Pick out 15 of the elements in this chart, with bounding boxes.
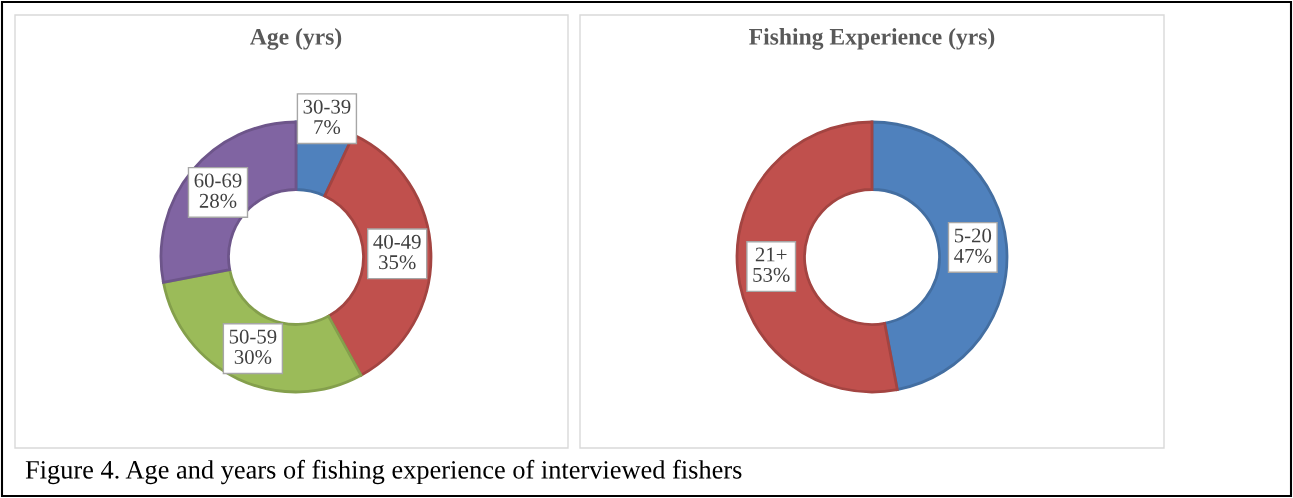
data-label: 53% xyxy=(753,267,790,282)
slice-label: 21+ xyxy=(755,247,787,262)
caption: Figure 4. Age and years of fishing experience of interviewed fishers xyxy=(25,459,742,485)
chart-title: Fishing Experience (yrs) xyxy=(749,28,995,50)
data-label: 28% xyxy=(199,193,237,208)
slice-label: 40-49 xyxy=(373,234,421,249)
slice-label: 5-20 xyxy=(954,228,992,243)
slice-label: 60-69 xyxy=(194,173,242,188)
slice-label: 30-39 xyxy=(303,99,351,114)
data-label: 7% xyxy=(314,119,341,135)
slice-label: 50-59 xyxy=(229,329,277,344)
data-label: 35% xyxy=(379,255,416,270)
data-label: 47% xyxy=(954,248,992,263)
data-label: 30% xyxy=(234,349,272,365)
chart-title: Age (yrs) xyxy=(250,28,342,50)
